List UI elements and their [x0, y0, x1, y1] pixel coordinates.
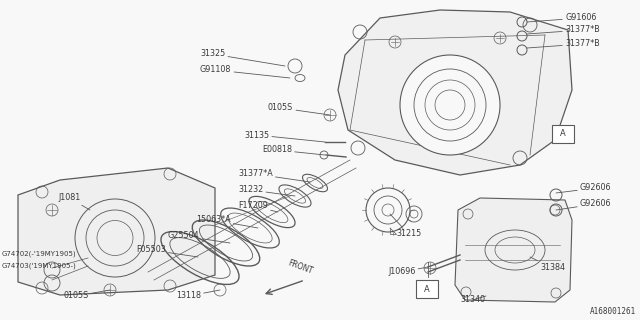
Text: G91108: G91108	[200, 66, 290, 78]
Text: J1081: J1081	[58, 194, 90, 210]
Text: 15063*A: 15063*A	[196, 215, 258, 228]
Text: A168001261: A168001261	[589, 307, 636, 316]
Text: FRONT: FRONT	[286, 259, 314, 276]
Text: 31377*B: 31377*B	[527, 26, 600, 35]
Text: F05503: F05503	[136, 245, 198, 257]
Text: 31232: 31232	[238, 186, 295, 196]
Text: 13118: 13118	[176, 290, 220, 300]
Text: J10696: J10696	[388, 267, 428, 276]
Text: 31377*A: 31377*A	[238, 170, 310, 182]
Ellipse shape	[400, 55, 500, 155]
Text: G92606: G92606	[556, 183, 611, 193]
Text: 31340: 31340	[460, 295, 486, 305]
Text: G92606: G92606	[556, 199, 611, 210]
Text: G74703('19MY1905-): G74703('19MY1905-)	[2, 263, 77, 269]
Text: 31325: 31325	[200, 50, 285, 66]
Text: G91606: G91606	[527, 13, 596, 22]
Text: G25504: G25504	[168, 231, 230, 243]
Text: 31215: 31215	[390, 214, 421, 238]
Text: 31377*B: 31377*B	[527, 39, 600, 49]
Polygon shape	[338, 10, 572, 175]
Polygon shape	[18, 168, 215, 295]
Text: 0105S: 0105S	[268, 103, 330, 115]
Polygon shape	[455, 198, 572, 302]
FancyBboxPatch shape	[416, 280, 438, 298]
Text: A: A	[560, 130, 566, 139]
Text: 31384: 31384	[530, 257, 565, 273]
Text: E00818: E00818	[262, 146, 325, 155]
Text: G74702(-'19MY1905): G74702(-'19MY1905)	[2, 251, 77, 257]
Text: A: A	[424, 284, 430, 293]
FancyBboxPatch shape	[552, 125, 574, 143]
Text: 0105S: 0105S	[64, 290, 110, 300]
Text: 31135: 31135	[244, 131, 325, 142]
Text: F17209: F17209	[238, 202, 278, 212]
